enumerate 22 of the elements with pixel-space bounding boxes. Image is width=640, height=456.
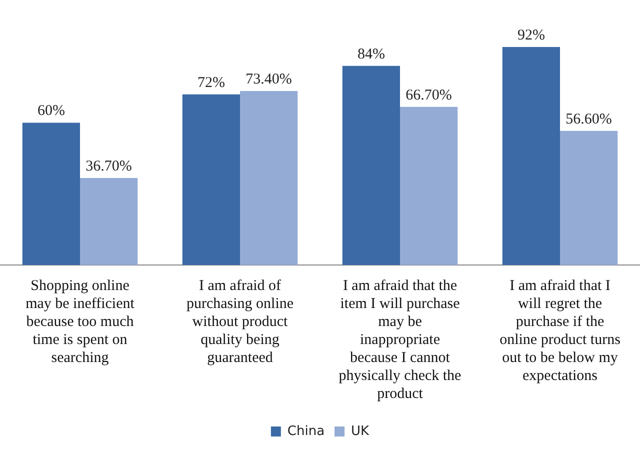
legend-label: UK	[351, 424, 370, 439]
data-label: 72%	[197, 74, 225, 91]
data-label: 66.70%	[406, 87, 452, 104]
x-tick-label: I am afraid that I will regret the purchase if the online product turns out to be below my expectations	[500, 278, 621, 384]
bar	[22, 122, 80, 265]
bar	[80, 178, 138, 265]
bar	[182, 94, 240, 265]
bar	[400, 106, 458, 265]
data-label: 60%	[37, 103, 65, 120]
x-tick-label: I am afraid of purchasing online without product quality being guaranteed	[186, 278, 294, 366]
data-label: 56.60%	[566, 111, 612, 128]
bar	[342, 66, 400, 265]
data-label: 36.70%	[86, 158, 132, 174]
bar	[502, 46, 560, 265]
data-label: 73.40%	[246, 71, 292, 88]
data-label: 92%	[517, 27, 545, 44]
x-tick-label: I am afraid that the item I will purchase may be inappropriate because I cannot physically check the product	[338, 278, 462, 402]
data-label: 84%	[357, 46, 385, 62]
bar	[240, 91, 298, 265]
legend-label: China	[287, 424, 325, 439]
bar	[560, 130, 618, 265]
x-tick-label: Shopping online may be inefficient because too much time is spent on searching	[26, 278, 136, 366]
